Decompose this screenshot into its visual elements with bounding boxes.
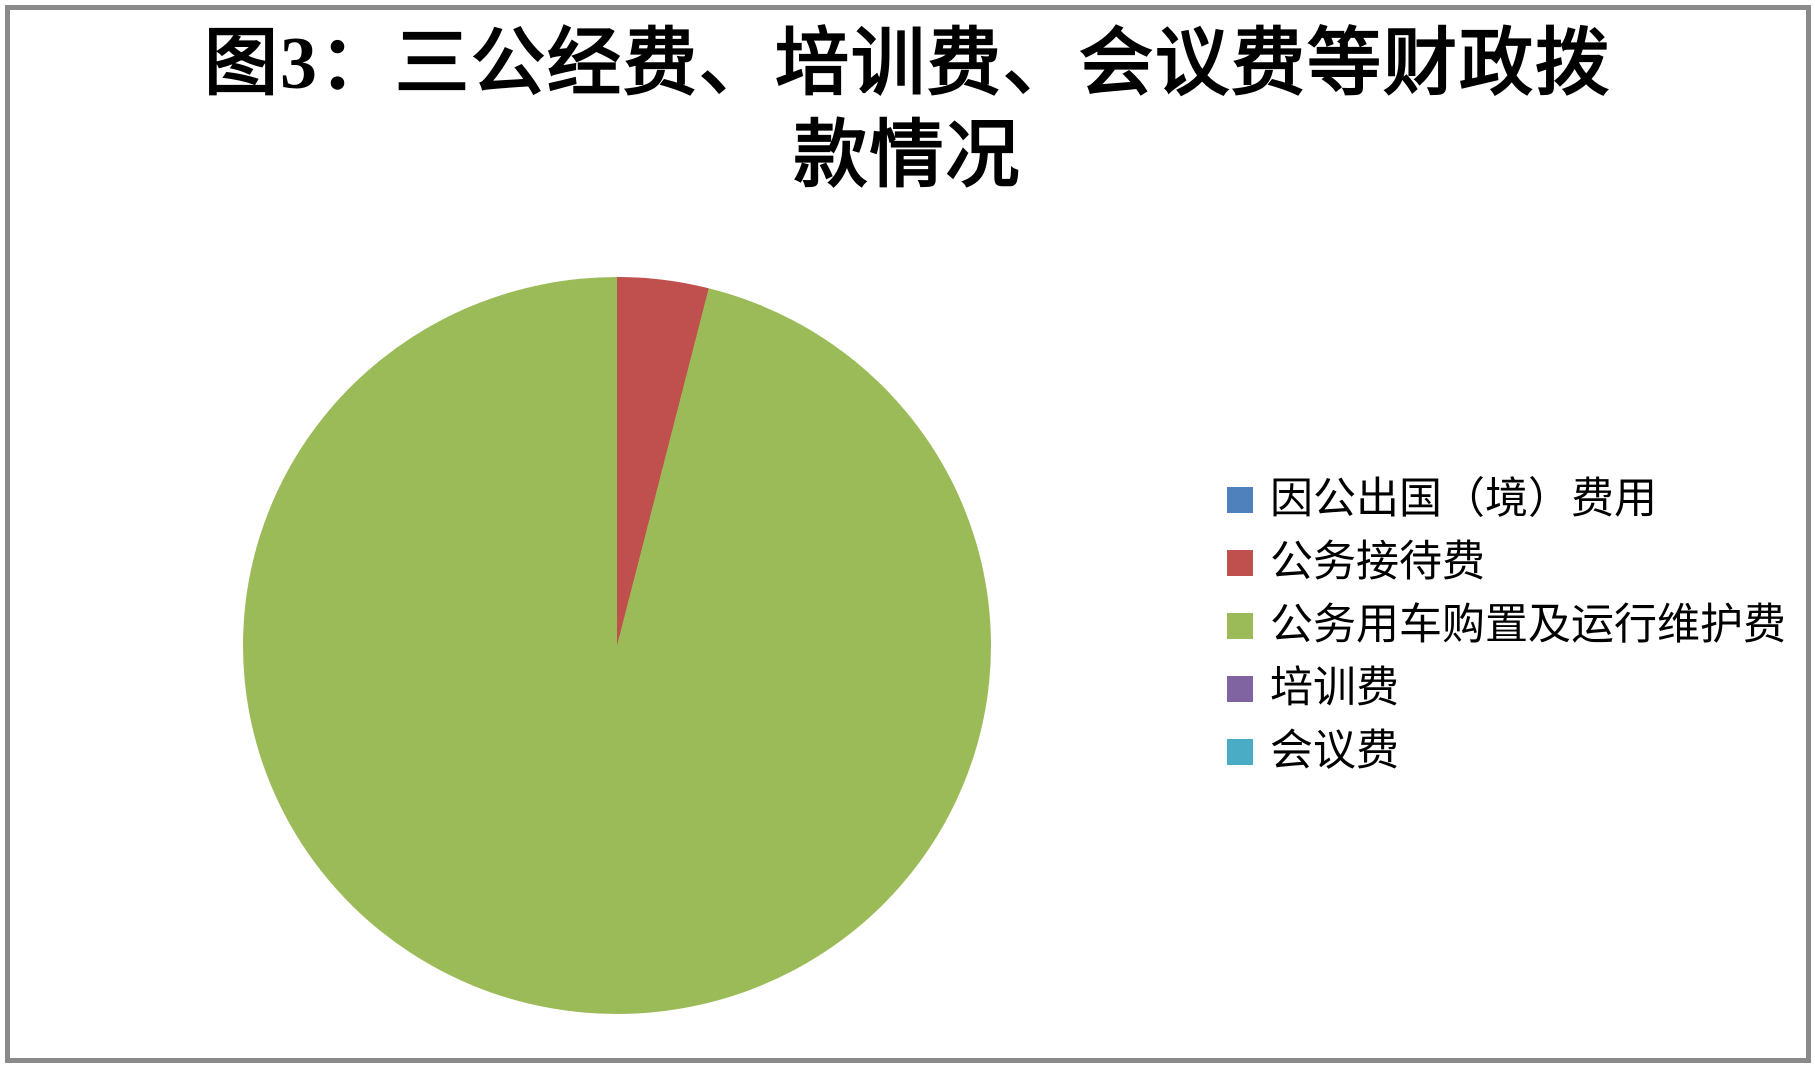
- legend-label: 培训费: [1270, 665, 1399, 712]
- legend: 因公出国（境）费用 公务接待费 公务用车购置及运行维护费 培训费 会议费: [1227, 468, 1786, 783]
- legend-item: 会议费: [1227, 720, 1786, 783]
- legend-label: 公务接待费: [1270, 539, 1485, 586]
- legend-item: 公务用车购置及运行维护费: [1227, 594, 1786, 657]
- legend-item: 因公出国（境）费用: [1227, 468, 1786, 531]
- legend-swatch: [1227, 738, 1253, 765]
- legend-label: 会议费: [1270, 728, 1399, 775]
- legend-swatch: [1227, 612, 1253, 639]
- chart-title: 图3：三公经费、培训费、会议费等财政拨 款情况: [0, 18, 1815, 202]
- chart-title-line-2: 款情况: [793, 115, 1022, 197]
- legend-item: 培训费: [1227, 657, 1786, 720]
- legend-label: 公务用车购置及运行维护费: [1270, 602, 1786, 649]
- legend-swatch: [1227, 549, 1253, 576]
- legend-swatch: [1227, 675, 1253, 702]
- legend-label: 因公出国（境）费用: [1270, 476, 1657, 523]
- pie-chart: [243, 277, 991, 1014]
- legend-swatch: [1227, 486, 1253, 513]
- chart-title-line-1: 图3：三公经费、培训费、会议费等财政拨: [204, 23, 1611, 105]
- legend-item: 公务接待费: [1227, 531, 1786, 594]
